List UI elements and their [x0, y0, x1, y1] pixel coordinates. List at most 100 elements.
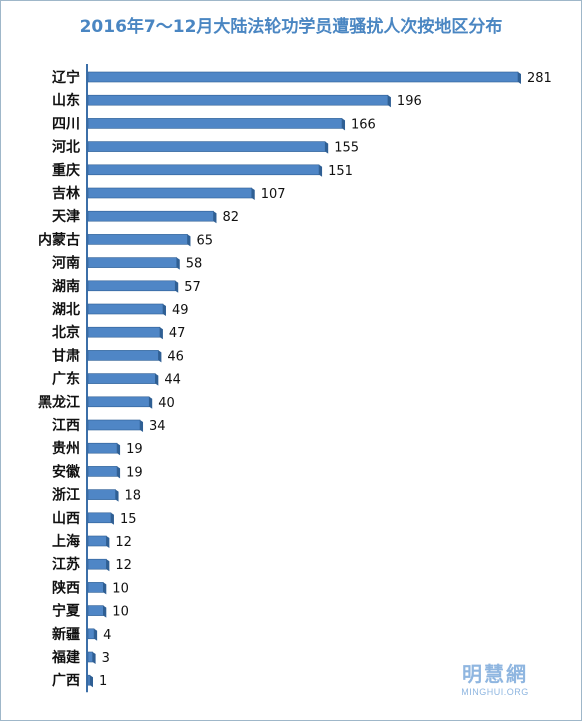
value-label: 40 [158, 396, 175, 411]
bar [87, 71, 519, 83]
category-label: 天津 [52, 208, 80, 225]
bar-cap [140, 420, 144, 432]
value-label: 166 [351, 117, 376, 132]
value-label: 10 [112, 605, 129, 620]
value-label: 19 [126, 442, 143, 457]
category-label: 湖北 [52, 302, 80, 318]
bar [87, 303, 164, 315]
bar [87, 234, 188, 245]
category-label: 广西 [52, 672, 80, 689]
value-label: 4 [103, 628, 111, 643]
bar-cap [90, 675, 93, 688]
value-label: 44 [164, 373, 181, 388]
bar-cap [106, 536, 110, 548]
category-label: 福建 [51, 649, 80, 666]
bar-cap [176, 257, 180, 270]
category-label: 黑龙江 [38, 394, 80, 411]
category-label: 浙江 [52, 487, 80, 504]
bar [87, 326, 161, 338]
bar-cap [342, 118, 346, 131]
bar [87, 582, 104, 593]
category-label: 重庆 [52, 162, 80, 179]
value-label: 155 [334, 141, 359, 156]
bar [87, 187, 253, 199]
value-label: 196 [397, 94, 422, 109]
category-label: 湖南 [52, 278, 80, 295]
category-label: 山东 [52, 92, 80, 109]
bar [87, 257, 178, 268]
category-label: 甘肃 [52, 347, 80, 364]
category-label: 山西 [52, 511, 80, 527]
bar [87, 280, 176, 292]
bar-cap [149, 396, 153, 409]
value-label: 49 [172, 303, 189, 318]
bar-cap [251, 188, 255, 200]
bar [87, 558, 107, 570]
bar [87, 396, 150, 408]
bar [87, 605, 104, 616]
value-label: 3 [102, 651, 110, 666]
category-label: 陕西 [52, 579, 80, 596]
bar [87, 489, 116, 500]
category-label: 江西 [52, 417, 80, 434]
value-label: 281 [527, 71, 552, 86]
bar-cap [103, 605, 107, 618]
watermark-chinese: 明慧網 [462, 662, 528, 686]
bar [87, 94, 389, 106]
category-label: 新疆 [52, 626, 80, 643]
bar-cap [325, 141, 329, 154]
bar [87, 512, 112, 524]
bar-cap [117, 443, 121, 456]
bar [87, 118, 343, 129]
value-label: 1 [99, 674, 107, 689]
bar-cap [319, 164, 323, 177]
bar-cap [162, 304, 166, 316]
value-label: 65 [196, 233, 213, 248]
value-label: 57 [184, 280, 201, 295]
bar-cap [213, 211, 217, 224]
value-label: 34 [149, 419, 166, 434]
value-label: 47 [169, 326, 186, 341]
value-label: 82 [222, 210, 239, 225]
category-label: 辽宁 [52, 69, 80, 86]
bar-cap [94, 628, 98, 641]
value-label: 10 [112, 581, 129, 596]
bar-cap [103, 582, 107, 595]
category-label: 四川 [52, 116, 80, 132]
category-label: 河北 [52, 139, 80, 156]
bar [87, 535, 107, 547]
bar-cap [187, 234, 191, 247]
bar [87, 164, 320, 176]
bar [87, 141, 326, 152]
category-label: 广东 [52, 371, 80, 388]
bar [87, 466, 118, 477]
category-label: 内蒙古 [38, 231, 80, 248]
value-label: 151 [328, 164, 353, 179]
bar [87, 210, 214, 222]
bar [87, 674, 91, 686]
bar [87, 442, 118, 454]
bar-cap [110, 512, 114, 525]
chart-title: 2016年7～12月大陆法轮功学员遭骚扰人次按地区分布 [79, 17, 503, 37]
value-label: 12 [115, 558, 132, 573]
category-label: 江苏 [52, 556, 80, 573]
value-label: 58 [186, 257, 203, 272]
bar [87, 350, 159, 361]
watermark-english: MINGHUI.ORG [461, 687, 529, 697]
bar-cap [106, 559, 110, 572]
bar-cap [518, 72, 521, 84]
bar-cap [159, 327, 163, 340]
minghui-watermark: 明慧網 MINGHUI.ORG [450, 658, 540, 697]
bar-cap [115, 489, 119, 502]
category-label: 宁夏 [52, 603, 81, 620]
bar-cap [155, 373, 159, 386]
category-label: 贵州 [52, 440, 80, 457]
category-label: 上海 [52, 533, 80, 550]
value-label: 46 [167, 349, 184, 364]
bar [87, 373, 156, 384]
category-label: 北京 [52, 324, 80, 341]
category-label: 河南 [52, 255, 80, 272]
value-label: 107 [261, 187, 286, 202]
bar-cap [92, 652, 96, 664]
